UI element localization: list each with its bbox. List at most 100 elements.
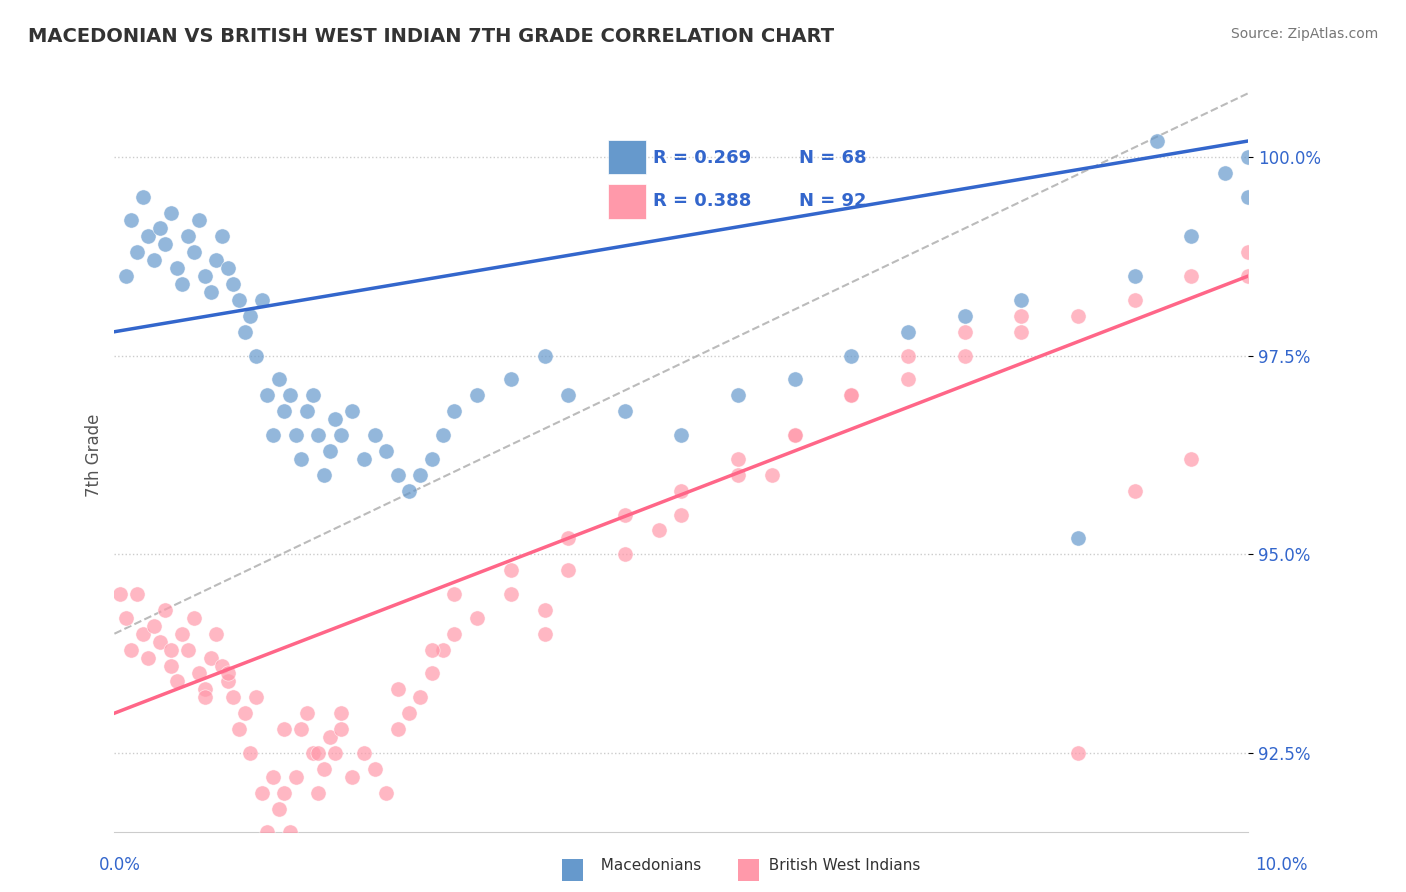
Point (239, 309, 262, 323)
Point (132, 626, 155, 640)
Point (325, 746, 347, 760)
Point (669, 428, 692, 442)
Point (262, 770, 284, 784)
Point (727, 467, 749, 482)
Point (138, 229, 160, 244)
Point (125, 245, 148, 260)
Point (613, 404, 636, 418)
Text: MACEDONIAN VS BRITISH WEST INDIAN 7TH GRADE CORRELATION CHART: MACEDONIAN VS BRITISH WEST INDIAN 7TH GR… (28, 27, 834, 45)
Point (1146, 134, 1168, 148)
Point (166, 674, 188, 689)
Point (200, 285, 222, 299)
Point (897, 349, 920, 363)
Point (160, 658, 183, 673)
Point (149, 221, 172, 235)
Point (953, 309, 976, 323)
Point (188, 666, 211, 681)
Point (465, 388, 488, 402)
Point (284, 428, 307, 442)
Point (172, 277, 194, 291)
Point (1237, 150, 1260, 164)
Point (120, 213, 142, 227)
Point (172, 626, 194, 640)
Point (364, 428, 387, 442)
Point (194, 690, 217, 705)
Point (501, 372, 523, 386)
Point (953, 325, 976, 339)
Point (761, 467, 783, 482)
Point (330, 428, 353, 442)
Text: 0.0%: 0.0% (98, 855, 141, 873)
Point (217, 666, 239, 681)
Point (278, 388, 301, 402)
Point (250, 293, 273, 307)
Point (239, 746, 262, 760)
Point (155, 603, 177, 617)
Point (398, 706, 420, 721)
Point (256, 825, 278, 839)
Point (1237, 245, 1260, 260)
Point (557, 532, 579, 546)
Point (387, 682, 409, 697)
Point (353, 746, 375, 760)
Point (256, 388, 278, 402)
Point (420, 642, 443, 657)
Point (217, 674, 239, 689)
Point (727, 451, 749, 466)
Point (443, 587, 465, 601)
Point (307, 786, 329, 800)
Point (839, 349, 862, 363)
Point (319, 730, 342, 744)
Point (307, 746, 329, 760)
Point (342, 770, 364, 784)
Point (1180, 269, 1202, 284)
Point (1180, 451, 1202, 466)
Point (375, 444, 398, 458)
Point (143, 619, 166, 633)
Point (839, 388, 862, 402)
Point (342, 404, 364, 418)
Point (200, 650, 222, 665)
Point (432, 428, 454, 442)
Point (245, 690, 267, 705)
Text: Macedonians: Macedonians (591, 858, 700, 872)
Point (211, 658, 233, 673)
Point (301, 388, 323, 402)
Point (330, 706, 353, 721)
Point (387, 467, 409, 482)
Point (155, 237, 177, 252)
Point (267, 372, 290, 386)
Point (278, 825, 301, 839)
Point (160, 642, 183, 657)
Point (1010, 325, 1032, 339)
Point (1010, 293, 1032, 307)
Point (325, 412, 347, 426)
Point (194, 269, 217, 284)
Point (443, 626, 465, 640)
Point (409, 467, 432, 482)
Y-axis label: 7th Grade: 7th Grade (86, 413, 103, 497)
Point (953, 349, 976, 363)
Point (443, 404, 465, 418)
Point (307, 428, 329, 442)
Point (319, 444, 342, 458)
Point (669, 508, 692, 522)
Point (205, 626, 228, 640)
Point (669, 483, 692, 498)
Point (108, 587, 131, 601)
Point (420, 451, 443, 466)
Point (501, 563, 523, 577)
Point (534, 626, 557, 640)
Point (166, 261, 188, 276)
Point (897, 325, 920, 339)
Point (534, 349, 557, 363)
Text: 10.0%: 10.0% (1256, 855, 1308, 873)
Point (205, 253, 228, 268)
Point (420, 666, 443, 681)
Point (1123, 483, 1146, 498)
Point (267, 801, 290, 815)
Point (177, 229, 200, 244)
Point (398, 483, 420, 498)
Point (217, 261, 239, 276)
Text: British West Indians: British West Indians (759, 858, 921, 872)
